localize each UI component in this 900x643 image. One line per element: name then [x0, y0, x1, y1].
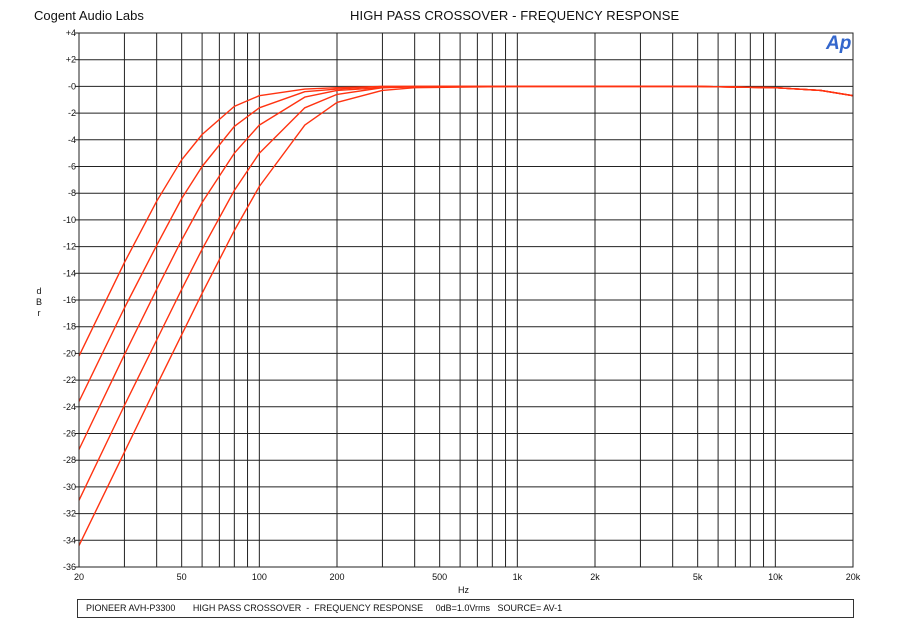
x-tick-label: 2k [590, 572, 600, 582]
response-curve-2 [78, 85, 854, 402]
response-curve-5 [78, 85, 854, 546]
y-tick-label: -0 [68, 81, 76, 91]
y-tick-label: -18 [63, 322, 76, 332]
y-tick-label: -4 [68, 135, 76, 145]
x-axis-label: Hz [458, 585, 469, 595]
y-tick-label: -24 [63, 402, 76, 412]
y-tick-label: -12 [63, 242, 76, 252]
y-tick-label: +4 [66, 28, 76, 38]
x-tick-label: 100 [252, 572, 267, 582]
chart-grid [79, 32, 853, 568]
y-tick-label: -8 [68, 188, 76, 198]
response-curve-1 [78, 85, 854, 357]
x-tick-label: 500 [432, 572, 447, 582]
y-tick-label: -28 [63, 455, 76, 465]
x-tick-label: 200 [329, 572, 344, 582]
x-tick-label: 20 [74, 572, 84, 582]
x-tick-labels: 20 50 100 200 500 1k 2k 5k 10k 20k [74, 572, 861, 582]
y-tick-label: -2 [68, 108, 76, 118]
y-axis-label: d B r [35, 286, 42, 318]
y-tick-labels: +4 +2 -0 -2 -4 -6 -8 -10 -12 -14 -16 -18 -20 -22 -24 -2… [63, 28, 79, 572]
y-tick-label: -10 [63, 215, 76, 225]
y-tick-label: +2 [66, 55, 76, 65]
footer-caption: PIONEER AVH-P3300 HIGH PASS CROSSOVER - … [77, 599, 854, 618]
brand-label: Cogent Audio Labs [34, 8, 144, 23]
y-tick-label: -32 [63, 509, 76, 519]
y-tick-label: -30 [63, 482, 76, 492]
y-tick-label: -14 [63, 268, 76, 278]
y-tick-label: -36 [63, 562, 76, 572]
y-tick-label: -34 [63, 535, 76, 545]
plot-frame [78, 32, 854, 568]
y-tick-label: -22 [63, 375, 76, 385]
x-tick-label: 50 [177, 572, 187, 582]
y-tick-label: -26 [63, 429, 76, 439]
x-tick-label: 5k [693, 572, 703, 582]
x-tick-label: 20k [846, 572, 861, 582]
y-tick-label: -6 [68, 162, 76, 172]
response-curve-4 [78, 85, 854, 501]
ap-logo: Ap [826, 33, 852, 54]
x-tick-label: 10k [768, 572, 783, 582]
response-curve-3 [78, 85, 854, 450]
response-curves [78, 85, 854, 546]
y-tick-label: -16 [63, 295, 76, 305]
y-tick-label: -20 [63, 348, 76, 358]
x-tick-label: 1k [513, 572, 523, 582]
chart-title: HIGH PASS CROSSOVER - FREQUENCY RESPONSE [350, 8, 680, 23]
